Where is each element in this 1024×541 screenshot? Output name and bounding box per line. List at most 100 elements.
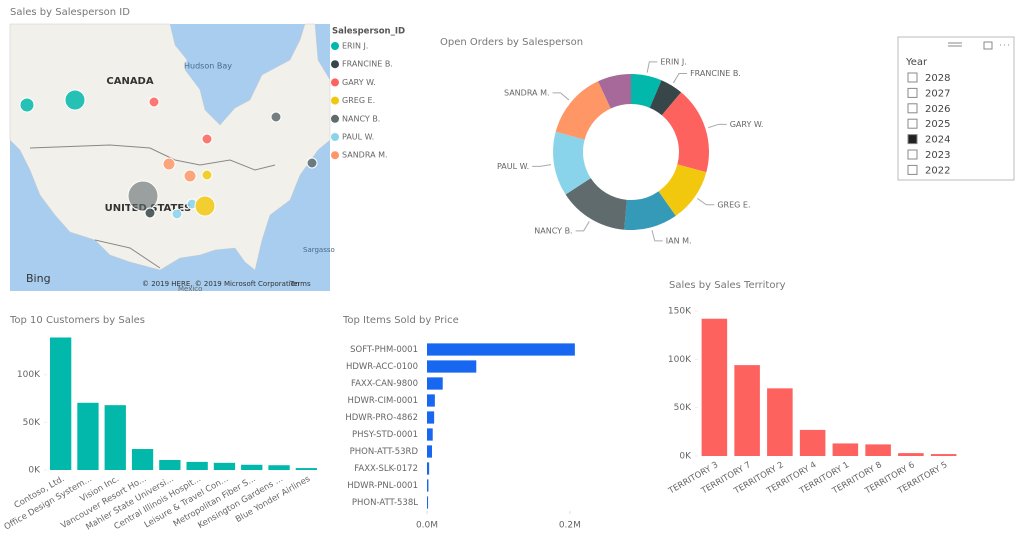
legend-marker — [331, 133, 339, 141]
map-legend: ERIN J. FRANCINE B. GARY W. GREG E. NANCY B.… — [331, 42, 393, 160]
legend-marker — [331, 78, 339, 87]
y-tick-label: PHON-ATT-53RD — [350, 447, 419, 457]
legend-label: GREG E. — [342, 96, 375, 105]
legend-label: PAUL W. — [342, 133, 374, 142]
leader-line — [697, 198, 715, 206]
donut-slice — [631, 74, 662, 108]
legend-marker — [331, 114, 339, 123]
map-bubbles — [19, 89, 318, 220]
map-title: Sales by Salesperson ID — [10, 7, 130, 18]
bar — [799, 429, 826, 456]
map-terms: Terms — [289, 280, 311, 288]
bubble — [148, 96, 160, 108]
bar — [213, 462, 236, 470]
chart-title: Top 10 Customers by Sales — [9, 315, 145, 326]
map-label: Hudson Bay — [184, 62, 232, 71]
bar — [186, 461, 208, 470]
legend-marker — [331, 96, 339, 105]
checkbox[interactable] — [907, 72, 918, 83]
bar — [865, 444, 891, 456]
map-border — [29, 144, 276, 171]
y-tick-label: 100K — [668, 355, 692, 365]
map-label: CANADA — [106, 76, 153, 87]
checkbox[interactable] — [907, 118, 918, 129]
bar — [427, 479, 429, 492]
bar — [427, 462, 430, 475]
bubble — [306, 157, 318, 169]
slicer-icons[interactable] — [948, 41, 1009, 50]
data-label: PAUL W. — [497, 162, 529, 171]
slicer-item[interactable]: 2027 — [925, 88, 950, 99]
bar — [427, 496, 429, 509]
slicer-item[interactable]: 2022 — [925, 165, 950, 176]
map-logo: Bing — [26, 272, 51, 285]
leader-line — [651, 230, 663, 242]
bubble — [19, 97, 35, 113]
checkbox[interactable] — [907, 134, 918, 145]
y-tick-label: FAXX-CAN-9800 — [351, 379, 418, 389]
slicer-item[interactable]: 2026 — [925, 104, 950, 115]
slicer-title: Year — [905, 57, 928, 68]
data-label: GREG E. — [717, 200, 750, 209]
y-tick-label: 0K — [28, 466, 41, 476]
leader-line — [708, 123, 727, 129]
bubble — [171, 208, 183, 220]
checkbox[interactable] — [907, 164, 918, 175]
bar — [241, 464, 263, 470]
chart-title: Sales by Sales Territory — [669, 280, 786, 291]
map-credits: © 2019 HERE, © 2019 Microsoft Corporatio… — [142, 280, 299, 288]
bar — [898, 453, 924, 456]
bubble — [162, 157, 176, 171]
y-tick-label: PHON-ATT-538L — [352, 498, 418, 508]
bubble — [144, 207, 156, 219]
y-tick-label: HDWR-CIM-0001 — [348, 396, 418, 406]
bar — [427, 343, 575, 356]
bar — [427, 360, 477, 373]
checkbox[interactable] — [907, 87, 918, 98]
leader-line — [672, 73, 688, 84]
leader-line — [532, 164, 552, 167]
donut-slice — [555, 81, 611, 140]
data-label: IAN M. — [666, 236, 692, 245]
bubble — [194, 195, 216, 217]
checkbox[interactable] — [907, 103, 918, 114]
donut-slice — [598, 74, 631, 109]
data-label: NANCY B. — [534, 226, 572, 235]
slicer-item[interactable]: 2024 — [925, 135, 950, 146]
checkbox[interactable] — [907, 149, 918, 160]
x-tick-label: 0.2M — [559, 521, 581, 531]
bar — [930, 454, 957, 456]
data-label: FRANCINE B. — [690, 69, 741, 78]
bar — [427, 445, 432, 458]
bubble — [201, 133, 213, 145]
map-bay — [185, 35, 225, 90]
bar — [734, 365, 760, 456]
bar — [427, 411, 435, 424]
bar — [159, 459, 181, 470]
chart-title: Top Items Sold by Price — [342, 315, 459, 326]
bubble — [64, 89, 86, 111]
bar — [767, 388, 793, 456]
y-tick-label: SOFT-PHM-0001 — [350, 345, 418, 355]
leader-line — [552, 92, 570, 101]
bar — [832, 443, 859, 456]
bar — [268, 465, 290, 470]
bubble — [270, 111, 282, 123]
bar — [701, 318, 728, 456]
legend-title: Salesperson_ID — [332, 27, 405, 37]
y-tick-label: 50K — [23, 418, 41, 428]
leader-line — [646, 61, 658, 73]
leader-line — [575, 221, 590, 232]
slicer-item[interactable]: 2028 — [925, 73, 950, 84]
y-tick-label: HDWR-ACC-0100 — [346, 362, 418, 372]
slicer-item[interactable]: 2023 — [925, 150, 950, 161]
bar — [295, 468, 317, 470]
y-tick-label: HDWR-PRO-4862 — [345, 413, 418, 423]
legend-marker — [331, 42, 339, 50]
bar — [427, 428, 433, 441]
data-label: SANDRA M. — [504, 88, 550, 97]
y-tick-label: 50K — [674, 403, 692, 413]
y-tick-label: PHSY-STD-0001 — [352, 430, 418, 440]
slicer-item[interactable]: 2025 — [925, 119, 950, 130]
